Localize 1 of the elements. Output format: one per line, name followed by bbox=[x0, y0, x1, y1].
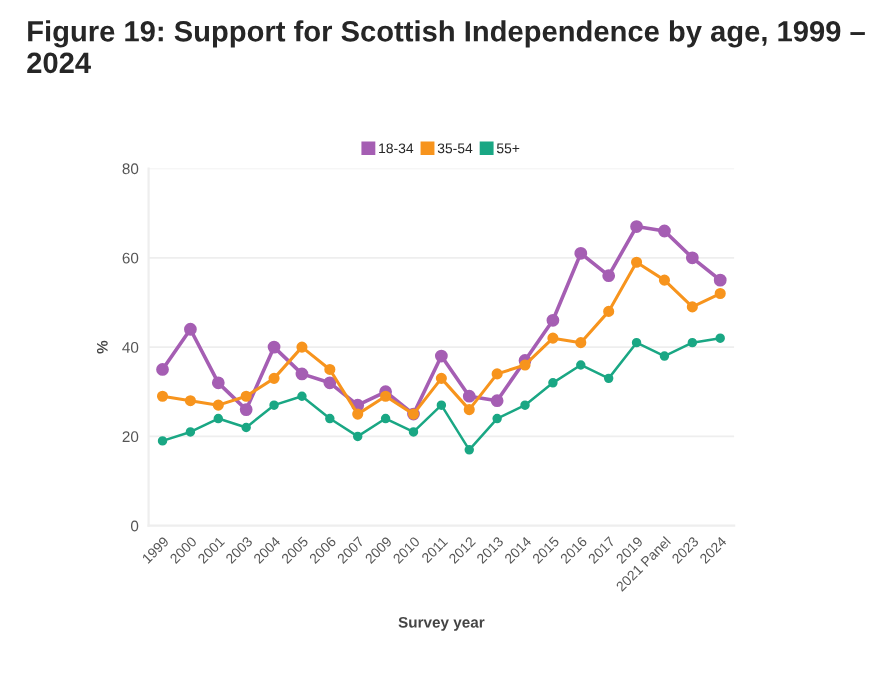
chart-title: Figure 19: Support for Scottish Independence by age, 1999 – 2024 bbox=[27, 20, 865, 74]
